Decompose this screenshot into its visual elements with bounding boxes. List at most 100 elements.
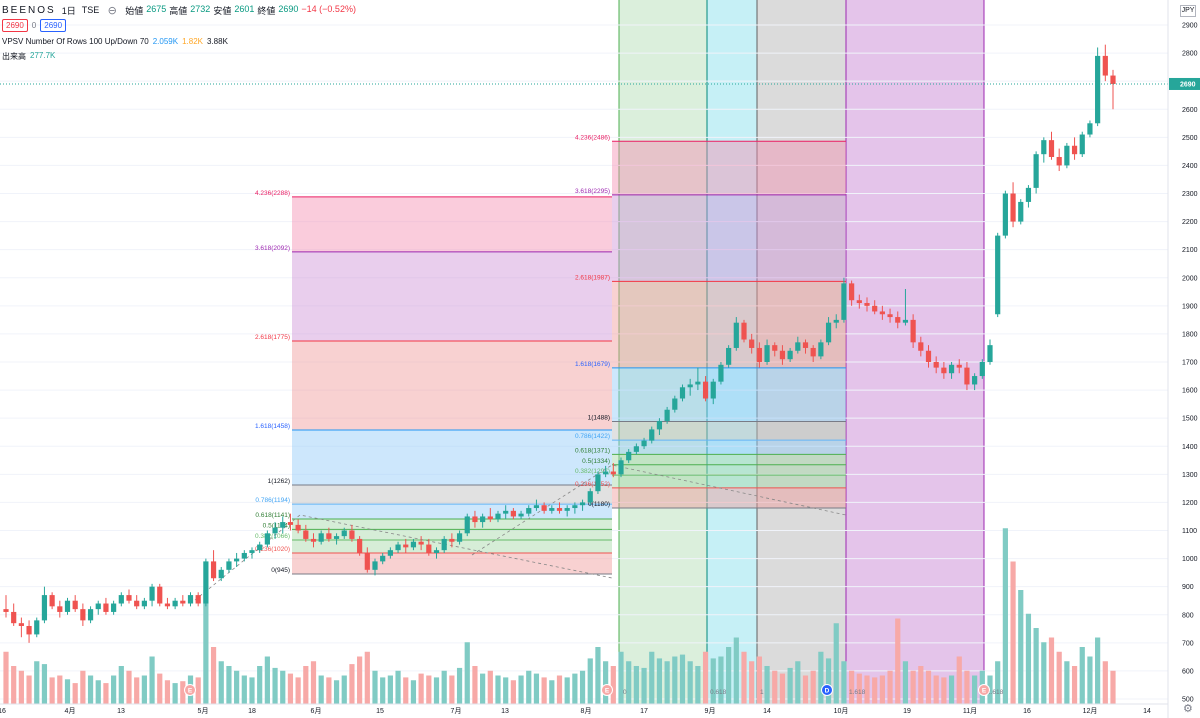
candle-body [95,603,101,610]
candle [825,317,832,346]
candle-body [164,603,171,607]
candle-body [972,376,978,385]
candle [410,538,417,551]
candle [726,345,732,368]
candle [695,367,701,391]
candle-body [1064,145,1070,166]
candle-body [187,595,194,604]
candle-body [487,516,493,520]
candle-body [1110,75,1116,84]
time-tick-label: 11月 [963,707,977,715]
candle-body [741,322,747,340]
fib-trend-line [471,464,847,556]
candle [618,457,624,478]
candle-body [134,600,140,607]
candle [564,505,570,517]
candle [456,530,463,545]
collapse-icon[interactable]: ⊖ [107,4,117,17]
candle-body [749,339,755,348]
price-tick-label: 1700 [1182,360,1198,367]
candle [741,319,747,343]
volume-bar [295,677,301,704]
candle-body [264,533,270,545]
volume-bar [695,666,701,704]
candle [3,595,9,618]
volume-bar [1002,528,1008,704]
price-tick-label: 900 [1182,584,1194,591]
volume-bar [1095,637,1101,704]
volume-bar [264,656,270,704]
candle-body [364,552,370,570]
candle [549,505,555,514]
fib-level-label: 0(945) [271,567,290,574]
sell-button[interactable]: 2690 [2,19,28,32]
candle-body [449,538,455,542]
candle-body [533,505,540,509]
candle [841,277,847,323]
candle [856,294,862,309]
candle-body [979,362,985,377]
volume-bar [856,673,862,704]
candle [833,314,839,329]
candle [872,300,878,315]
volume-bar [318,675,324,704]
vpsv-legend[interactable]: VPSV Number Of Rows 100 Up/Down 70 2.059… [2,37,228,46]
candle-body [587,491,593,503]
event-marker-icon: D [821,684,833,696]
volume-bar [441,670,447,704]
volume-bar [241,675,247,704]
candle [910,314,916,348]
candle [333,533,340,545]
fib-zone [292,251,612,341]
interval-label[interactable]: 1日 [61,5,76,16]
candle [672,395,678,413]
candle [187,592,194,607]
price-tick-label: 2400 [1182,163,1198,170]
volume-bar [472,666,478,704]
candle [126,589,132,604]
vpsv-total: 3.88K [207,37,228,46]
exchange-label: TSE [81,5,100,15]
candle-body [433,550,440,553]
volume-bar [918,666,924,704]
price-tick-label: 1900 [1182,303,1198,310]
candle-body [57,606,63,612]
volume-bar [718,656,724,704]
candle [541,502,547,514]
candle [933,356,939,374]
event-marker-letter: D [825,688,830,695]
volume-bar [118,666,124,704]
volume-bar [3,651,9,704]
volume-bar [226,666,232,704]
candle [64,597,71,615]
fib-zone [612,464,846,476]
buy-button[interactable]: 2690 [40,19,67,32]
candle [241,550,247,562]
volume-legend[interactable]: 出来高 277.7K [2,51,55,62]
fib-zone [612,421,846,441]
volume-bar [702,651,709,704]
volume-bar [1033,628,1039,704]
volume-bar [1071,666,1078,704]
volume-bar [749,661,755,704]
candle [1056,148,1062,172]
currency-button[interactable]: JPY [1180,5,1196,17]
volume-bar [456,667,463,704]
settings-gear-icon[interactable]: ⚙ [1183,703,1193,715]
volume-bar [18,670,24,704]
symbol-name[interactable]: BEENOS [2,4,56,16]
candle-body [1018,201,1024,222]
candle-body [287,522,294,525]
fib-level-label: 0.786(1194) [255,497,290,504]
volume-bar [564,677,570,704]
candle-body [726,347,732,365]
candle [226,558,232,573]
volume-bar [1102,661,1108,704]
volume-bar [372,670,378,704]
volume-bar [810,670,816,704]
fib-zone [612,440,846,455]
volume-bar [341,675,347,704]
price-tick-label: 2200 [1182,219,1198,226]
candle [887,308,893,323]
